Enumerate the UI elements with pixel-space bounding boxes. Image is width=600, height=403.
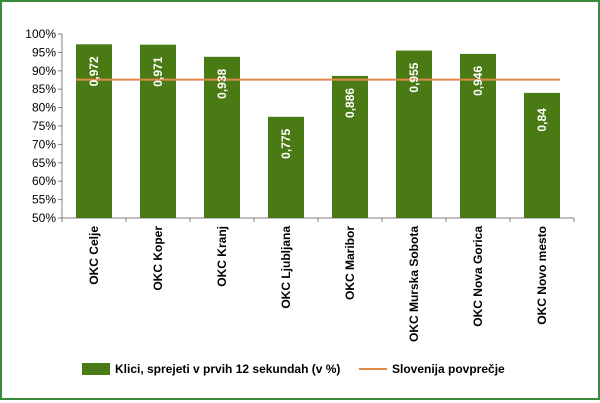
data-label: 0,955 (407, 62, 421, 92)
data-label: 0,775 (279, 128, 293, 158)
y-tick-label: 95% (32, 45, 56, 59)
category-label: OKC Novo mesto (535, 226, 549, 325)
y-tick-label: 80% (32, 101, 56, 115)
legend-swatch-bar (82, 363, 110, 375)
data-label: 0,946 (471, 66, 485, 96)
legend: Klici, sprejeti v prvih 12 sekundah (v %… (82, 362, 505, 376)
y-tick-label: 60% (32, 174, 56, 188)
bar (204, 56, 240, 218)
legend-label-average: Slovenija povprečje (392, 362, 505, 376)
bar (460, 53, 496, 218)
y-tick-label: 70% (32, 137, 56, 151)
y-tick-label: 85% (32, 82, 56, 96)
category-label: OKC Maribor (343, 226, 357, 300)
y-tick-label: 55% (32, 193, 56, 207)
legend-label-bar: Klici, sprejeti v prvih 12 sekundah (v %… (115, 362, 340, 376)
category-label: OKC Kranj (215, 226, 229, 287)
data-label: 0,971 (151, 56, 165, 86)
y-tick-label: 75% (32, 119, 56, 133)
data-label: 0,972 (87, 56, 101, 86)
data-label: 0,886 (343, 88, 357, 118)
category-label: OKC Ljubljana (279, 226, 293, 309)
bar (396, 50, 432, 219)
y-tick-label: 65% (32, 156, 56, 170)
data-label: 0,938 (215, 68, 229, 98)
y-tick-label: 90% (32, 64, 56, 78)
bar (76, 44, 112, 218)
bar (524, 92, 560, 218)
category-label: OKC Koper (151, 226, 165, 291)
bar (332, 75, 368, 219)
category-label: OKC Nova Gorica (471, 226, 485, 327)
bar-chart: 100% 95% 90% 85% 80% 75% 70% 65% 60% 55% 50% 0,972 0… (25, 27, 575, 376)
category-label: OKC Murska Sobota (407, 226, 421, 342)
y-tick-label: 50% (32, 211, 56, 225)
bar (268, 116, 304, 218)
category-label: OKC Celje (87, 226, 101, 285)
bar (140, 44, 176, 219)
y-tick-label: 100% (25, 27, 56, 41)
data-label: 0,84 (535, 108, 549, 132)
plot-area: 100% 95% 90% 85% 80% 75% 70% 65% 60% 55% 50% 0,972 0… (25, 27, 575, 342)
